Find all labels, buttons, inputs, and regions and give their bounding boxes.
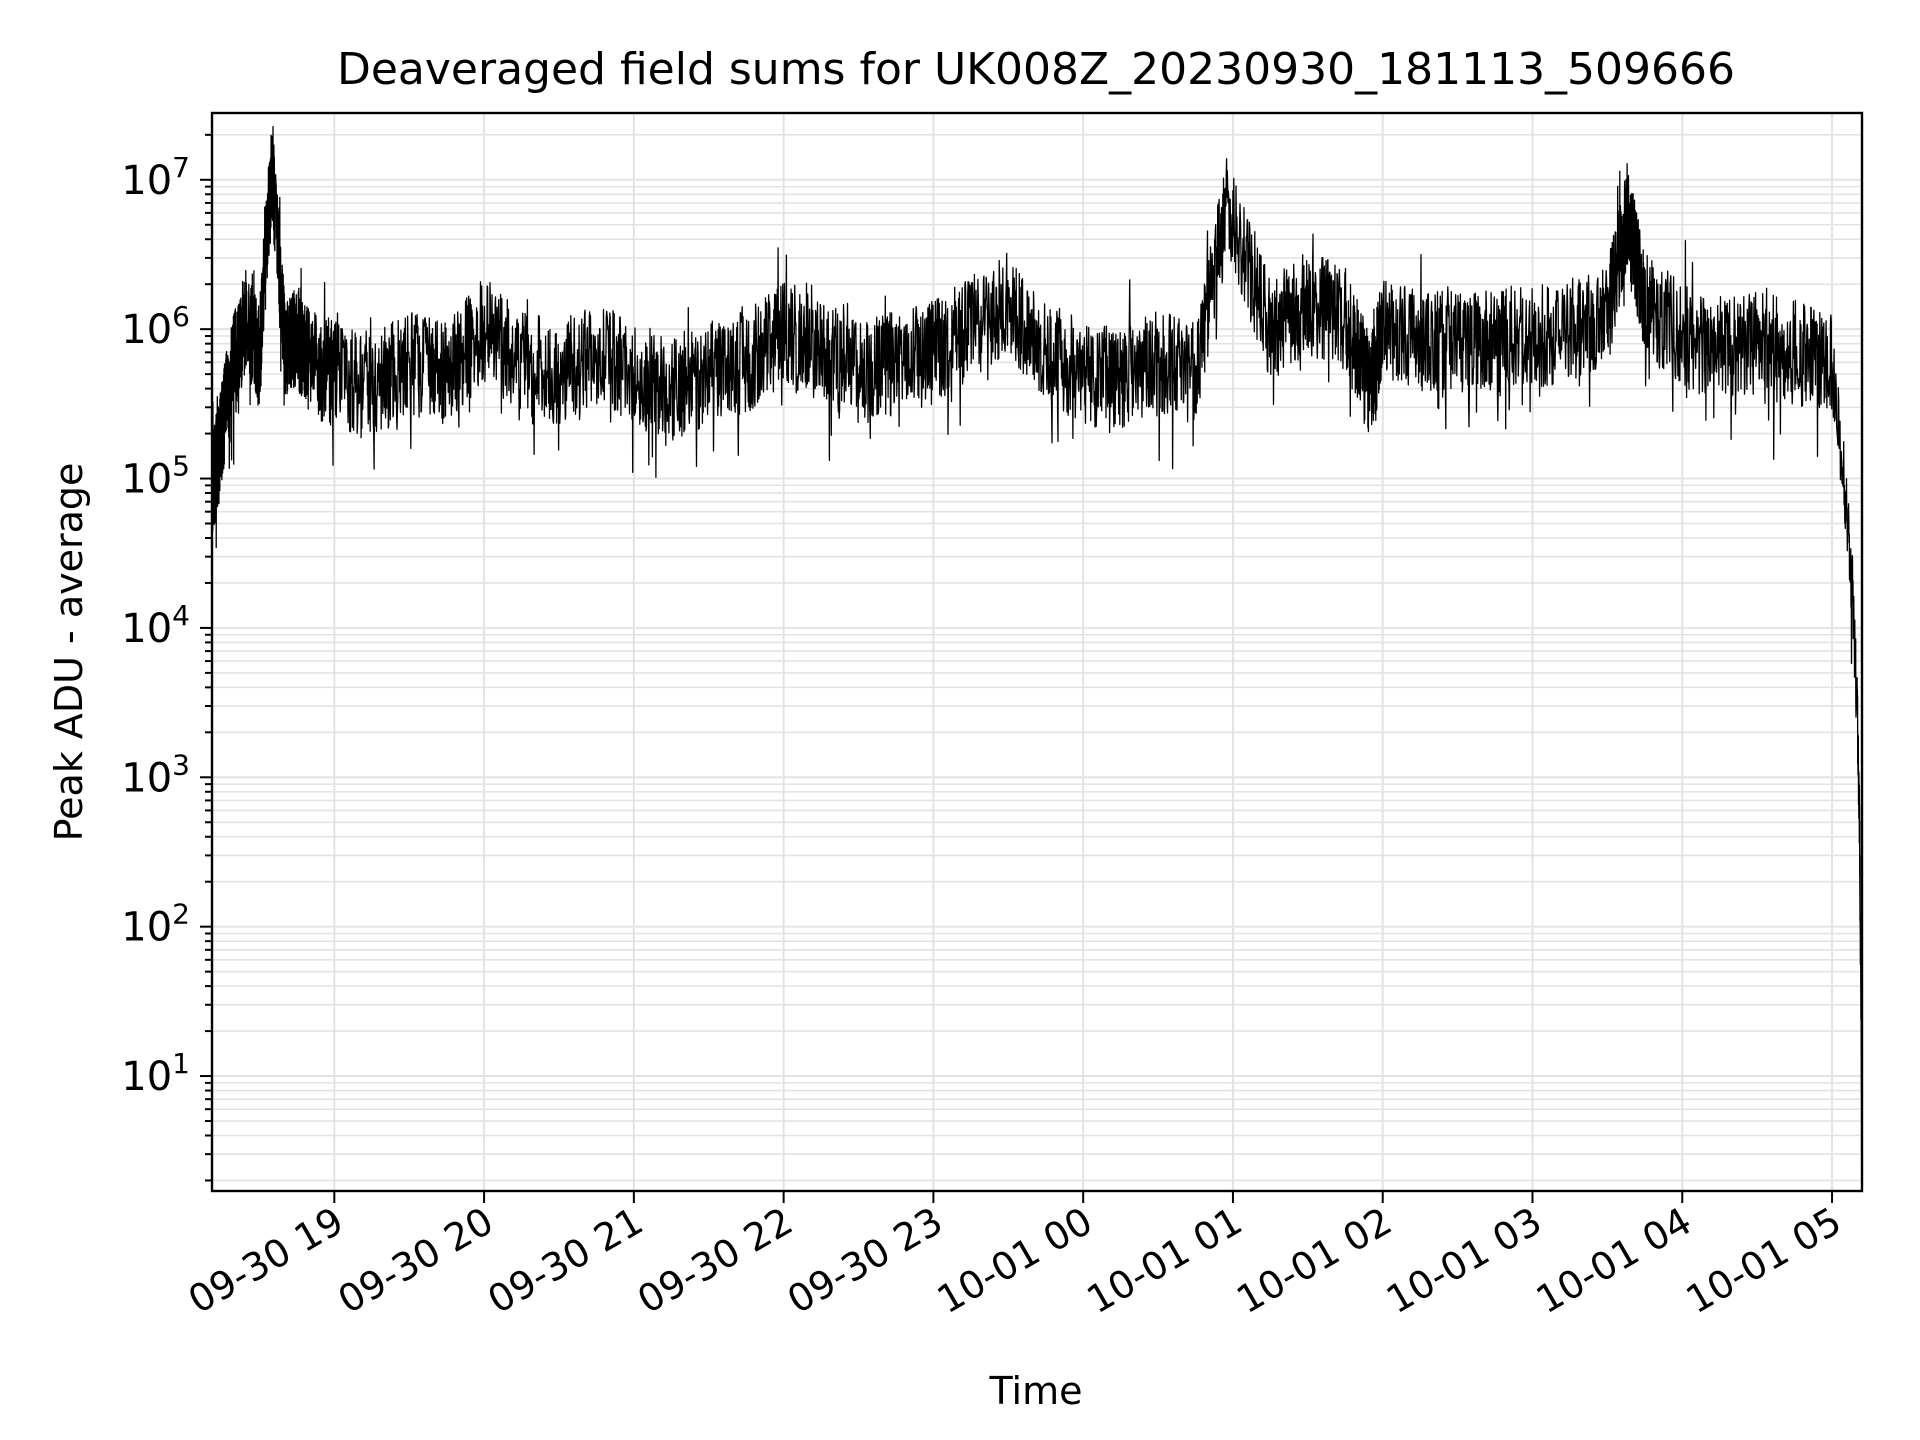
y-axis-label: Peak ADU - average	[47, 463, 91, 842]
x-axis-label: Time	[989, 1369, 1083, 1413]
y-tick-label: 106	[121, 300, 190, 353]
y-tick-label: 101	[121, 1047, 190, 1100]
y-tick-label: 104	[121, 599, 190, 652]
chart-title: Deaveraged field sums for UK008Z_2023093…	[337, 44, 1735, 95]
y-tick-label: 105	[121, 450, 190, 503]
y-tick-label: 102	[121, 898, 190, 951]
y-tick-label: 107	[121, 151, 190, 204]
data-series-line	[211, 125, 1863, 1167]
grid-layer	[212, 113, 1862, 1191]
y-axis: 101 102 103 104 105 106 107	[121, 133, 212, 1182]
y-tick-label: 103	[121, 748, 190, 801]
series-layer	[211, 125, 1863, 1167]
